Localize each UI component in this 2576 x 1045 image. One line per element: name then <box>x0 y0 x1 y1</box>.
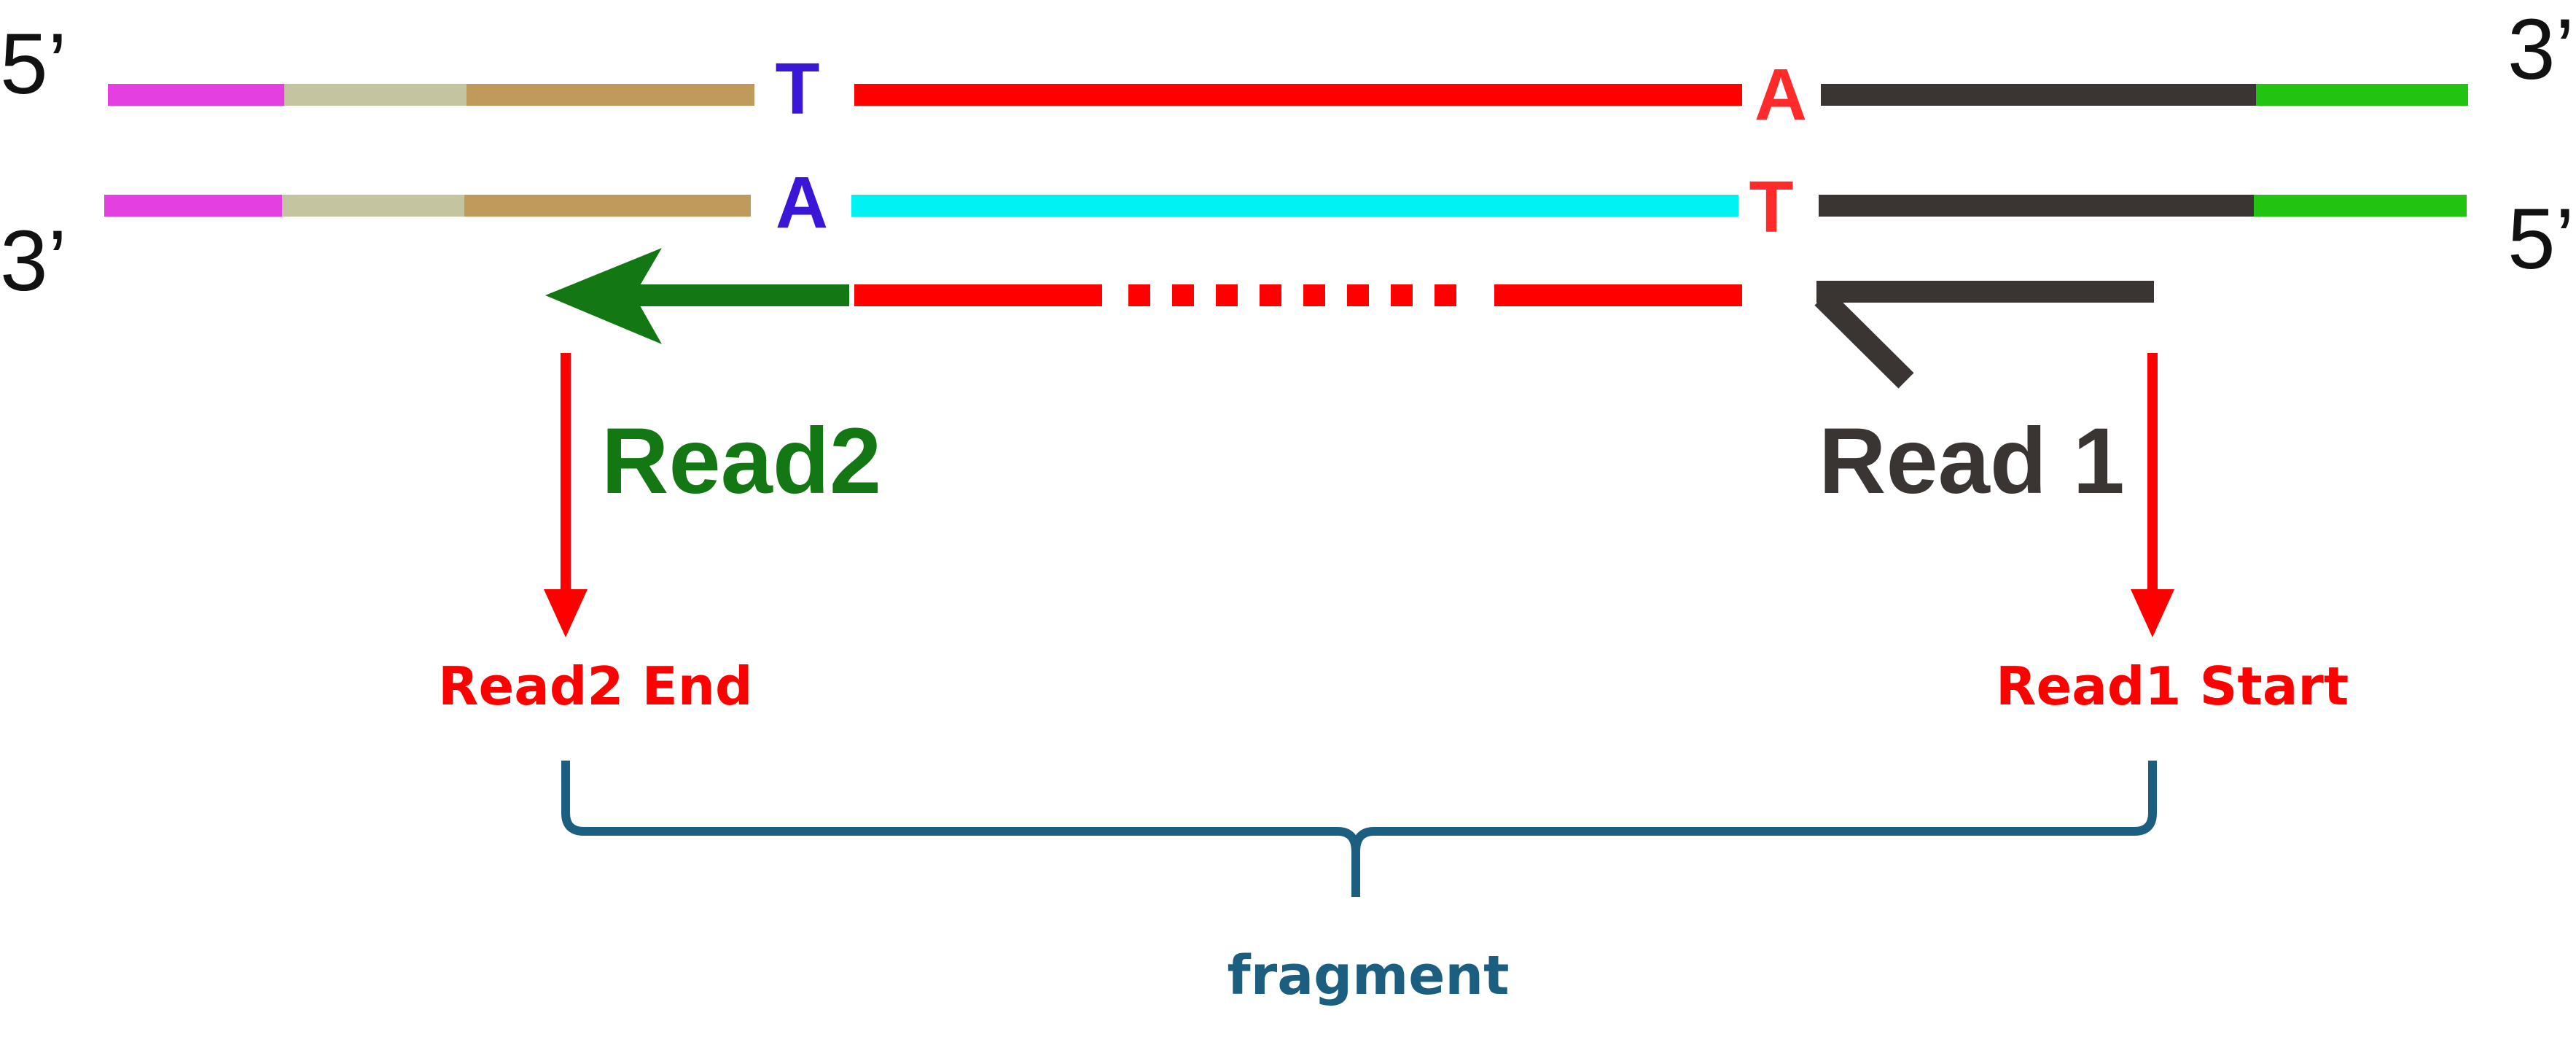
read2-label: Read2 <box>601 409 881 513</box>
fragment-label: fragment <box>1227 944 1510 1007</box>
read2-end-label: Read2 End <box>438 656 753 717</box>
bottom-right-base: T <box>1749 166 1793 248</box>
read1-label: Read 1 <box>1819 409 2125 513</box>
read2-arrow <box>545 248 849 344</box>
top-left-base: T <box>775 48 819 130</box>
read1-start-arrow <box>2131 353 2174 637</box>
read1-primer-hook <box>1814 290 1914 389</box>
fragment-brace <box>561 761 2157 897</box>
top-left-end-label: 5’ <box>0 16 67 112</box>
read2-end-arrow <box>544 353 588 637</box>
read1-start-arrow-head <box>2131 589 2174 637</box>
read1-start-label: Read1 Start <box>1996 656 2349 717</box>
bottom-left-end-label: 3’ <box>0 213 67 309</box>
top-right-base: A <box>1755 54 1807 136</box>
bottom-right-end-label: 5’ <box>2507 191 2575 287</box>
top-right-end-label: 3’ <box>2507 1 2575 98</box>
bottom-left-base: A <box>776 162 828 244</box>
read2-arrow-head <box>545 248 662 344</box>
read1-primer <box>1814 281 2154 389</box>
read2-end-arrow-head <box>544 589 588 637</box>
